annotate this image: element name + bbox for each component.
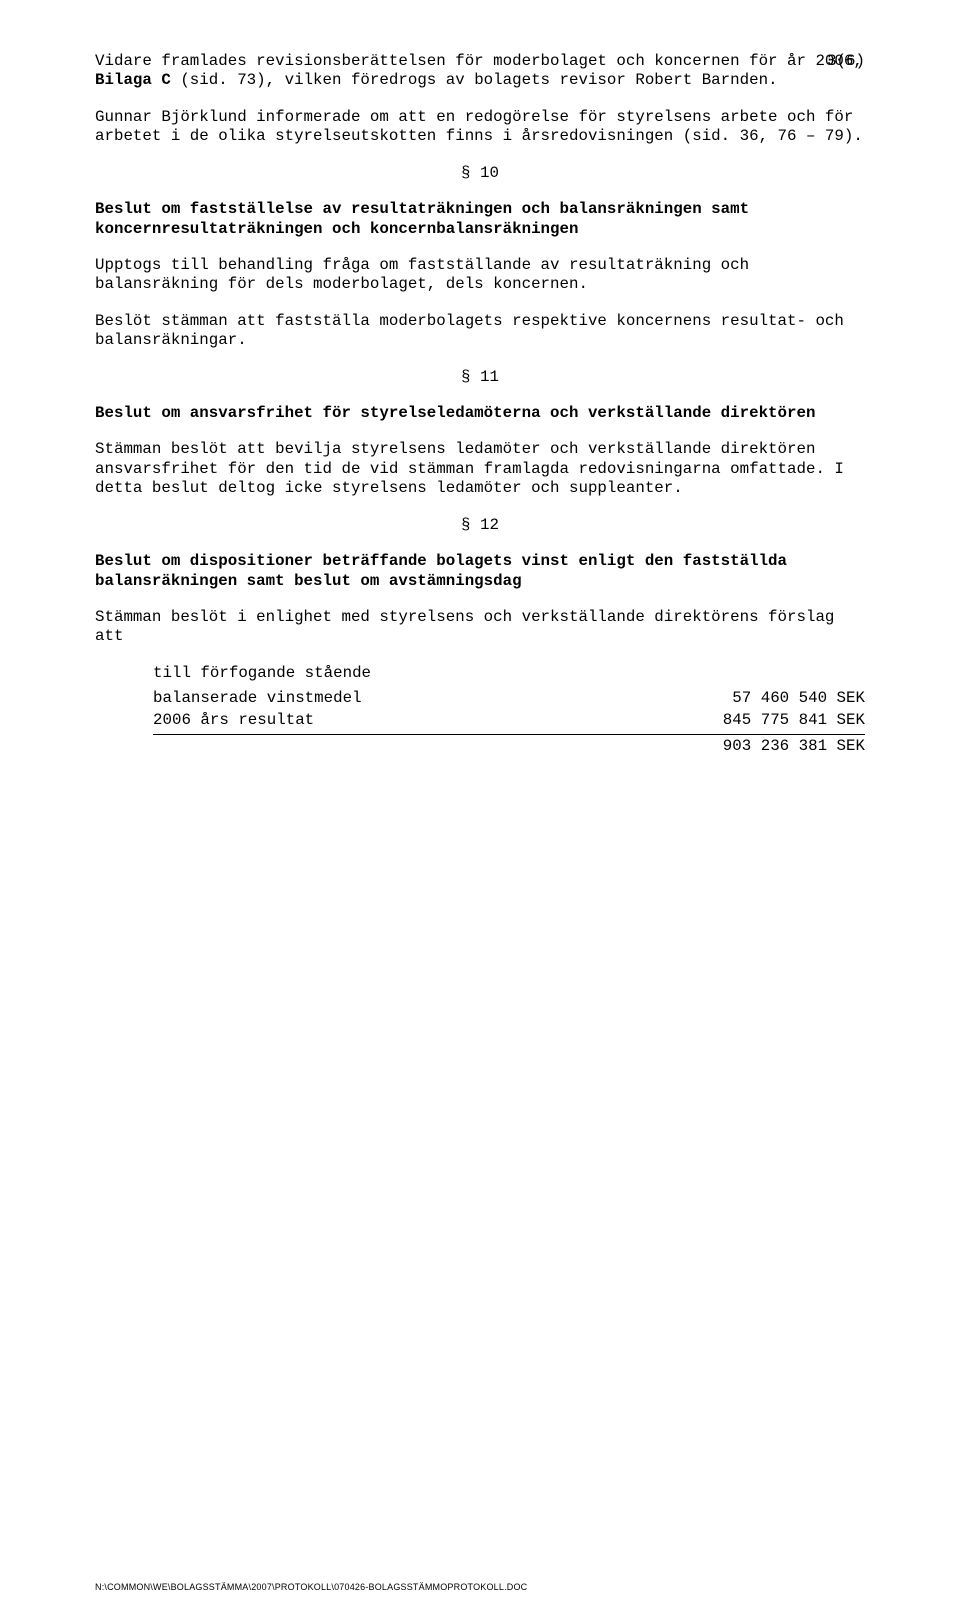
financial-block: till förfogande stående balanserade vins…	[153, 664, 865, 757]
section-10-marker: § 10	[95, 164, 865, 183]
financial-label: balanserade vinstmedel	[153, 687, 723, 709]
section-11-para-1: Stämman beslöt att bevilja styrelsens le…	[95, 440, 865, 498]
financial-value: 845 775 841 SEK	[723, 709, 865, 731]
section-10-heading: Beslut om fastställelse av resultaträkni…	[95, 200, 865, 239]
section-10-para-2: Beslöt stämman att fastställa moderbolag…	[95, 312, 865, 351]
paragraph-intro-2: Gunnar Björklund informerade om att en r…	[95, 108, 865, 147]
financial-value: 57 460 540 SEK	[723, 687, 865, 709]
bilaga-ref: Bilaga C	[95, 71, 171, 89]
section-12-heading: Beslut om dispositioner beträffande bola…	[95, 552, 865, 591]
section-12-marker: § 12	[95, 516, 865, 535]
section-11-heading: Beslut om ansvarsfrihet för styrelseleda…	[95, 404, 865, 423]
section-11-marker: § 11	[95, 368, 865, 387]
page-number: 3(6)	[827, 52, 865, 71]
text-run: Vidare framlades revisionsberättelsen fö…	[95, 52, 863, 70]
section-10-para-1: Upptogs till behandling fråga om faststä…	[95, 256, 865, 295]
text-run: (sid. 73), vilken föredrogs av bolagets …	[171, 71, 778, 89]
financial-label: 2006 års resultat	[153, 709, 723, 731]
financial-row: balanserade vinstmedel 57 460 540 SEK	[153, 687, 865, 709]
section-12-para-1: Stämman beslöt i enlighet med styrelsens…	[95, 608, 865, 647]
financial-value: 903 236 381 SEK	[723, 735, 865, 757]
financial-row-total: 903 236 381 SEK	[153, 735, 865, 757]
financial-label	[153, 735, 723, 757]
paragraph-intro-1: Vidare framlades revisionsberättelsen fö…	[95, 52, 865, 91]
document-page: 3(6) Vidare framlades revisionsberättels…	[0, 0, 960, 1623]
financial-intro: till förfogande stående	[153, 664, 865, 683]
footer-path: N:\COMMON\WE\BOLAGSSTÄMMA\2007\PROTOKOLL…	[95, 1582, 527, 1593]
financial-row: 2006 års resultat 845 775 841 SEK	[153, 709, 865, 734]
